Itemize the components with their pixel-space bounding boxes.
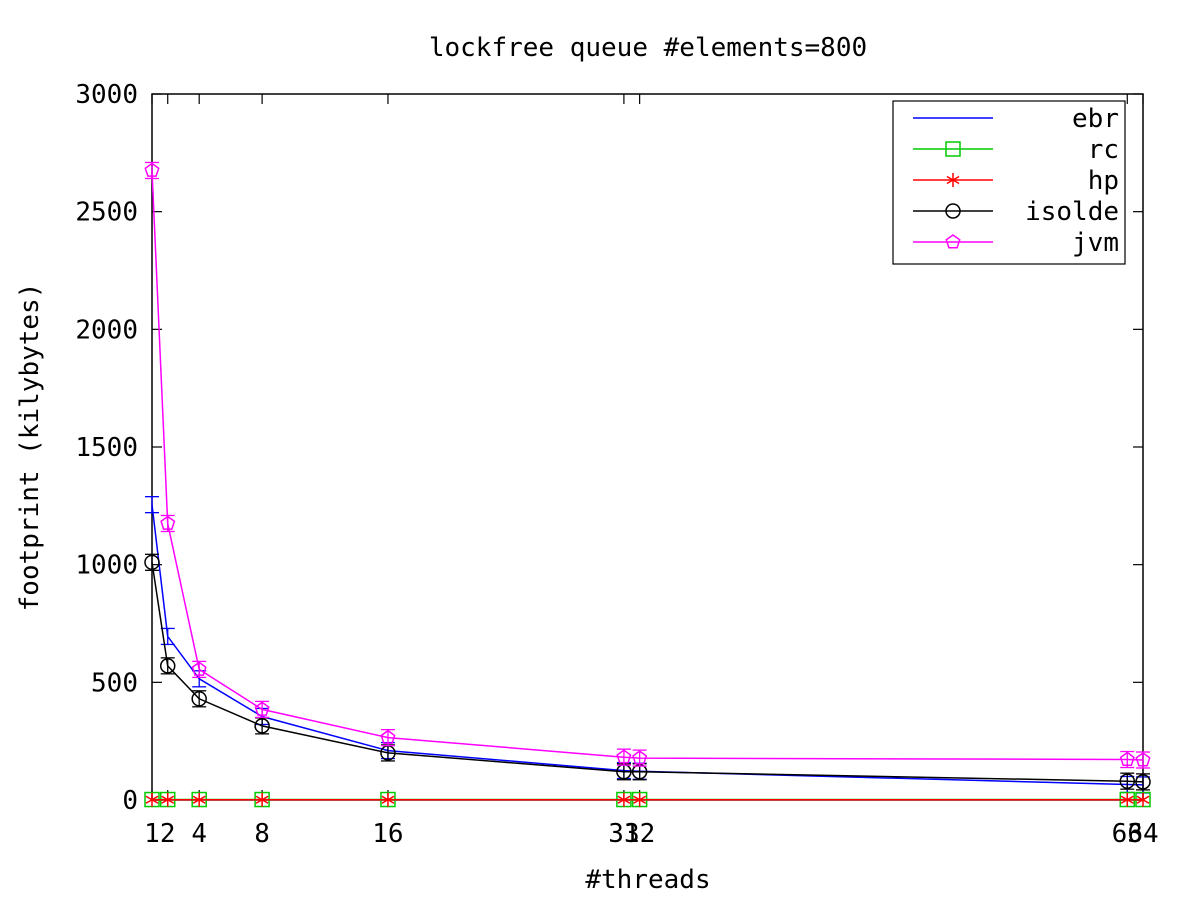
point-jvm xyxy=(632,750,648,765)
legend-label: rc xyxy=(1088,135,1119,165)
point-isolde xyxy=(159,658,176,674)
legend-item-jvm: jvm xyxy=(913,228,1119,258)
point-jvm xyxy=(1135,752,1151,767)
point-hp xyxy=(633,792,647,807)
y-tick-label: 1000 xyxy=(75,551,138,581)
legend-marker xyxy=(945,141,961,157)
point-hp xyxy=(145,792,159,807)
point-jvm xyxy=(616,749,632,764)
point-isolde xyxy=(254,718,270,734)
x-tick-label: 32 xyxy=(624,819,655,849)
point-isolde xyxy=(191,691,207,707)
legend-marker xyxy=(945,203,961,219)
x-tick-label: 1 xyxy=(144,819,160,849)
series-line-ebr xyxy=(151,504,1144,786)
point-hp xyxy=(1120,792,1134,807)
point-jvm xyxy=(380,729,396,745)
series-line-isolde xyxy=(151,562,1144,783)
x-tick-label: 2 xyxy=(160,819,176,849)
x-tick-label: 16 xyxy=(372,819,403,849)
y-tick-label: 0 xyxy=(122,786,138,816)
point-isolde xyxy=(144,554,160,571)
legend-box xyxy=(892,100,1126,265)
series-hp xyxy=(145,792,1150,807)
point-jvm xyxy=(254,701,270,716)
y-axis-label: footprint (kilybytes) xyxy=(15,283,45,612)
legend-item-isolde: isolde xyxy=(913,197,1119,227)
legend-item-hp: hp xyxy=(913,166,1119,196)
legend-label: ebr xyxy=(1072,104,1119,134)
y-tick-label: 2500 xyxy=(75,198,138,228)
y-tick-label: 500 xyxy=(91,668,138,698)
point-hp xyxy=(255,792,269,807)
x-tick-label: 31 xyxy=(608,819,639,849)
point-jvm xyxy=(1119,751,1135,766)
point-jvm xyxy=(160,515,176,530)
legend-label: isolde xyxy=(1025,197,1119,227)
x-tick-label: 4 xyxy=(191,819,207,849)
y-tick-label: 3000 xyxy=(75,80,138,110)
point-jvm xyxy=(191,661,207,676)
x-tick-label: 8 xyxy=(254,819,270,849)
y-tick-label: 1500 xyxy=(75,433,138,463)
series-jvm xyxy=(144,161,1151,769)
point-hp xyxy=(192,792,206,807)
x-tick-label: 63 xyxy=(1112,819,1143,849)
point-isolde xyxy=(1135,774,1151,790)
chart-title: lockfree queue #elements=800 xyxy=(429,33,867,63)
x-tick-label: 64 xyxy=(1127,819,1158,849)
series-ebr xyxy=(145,496,1150,794)
point-hp xyxy=(1136,792,1150,807)
point-hp xyxy=(617,792,631,807)
legend-marker xyxy=(945,234,961,249)
point-hp xyxy=(381,792,395,807)
series-layer xyxy=(144,161,1151,808)
x-axis-label: #threads xyxy=(585,865,710,895)
legend-item-rc: rc xyxy=(913,135,1119,165)
point-isolde xyxy=(1119,773,1136,789)
legend-label: jvm xyxy=(1072,228,1119,258)
legend-marker xyxy=(946,173,960,187)
point-hp xyxy=(161,792,175,807)
y-tick-label: 2000 xyxy=(75,315,138,345)
series-isolde xyxy=(144,553,1151,791)
legend-label: hp xyxy=(1088,166,1119,196)
point-jvm xyxy=(144,162,160,177)
legend-item-ebr: ebr xyxy=(913,104,1119,134)
